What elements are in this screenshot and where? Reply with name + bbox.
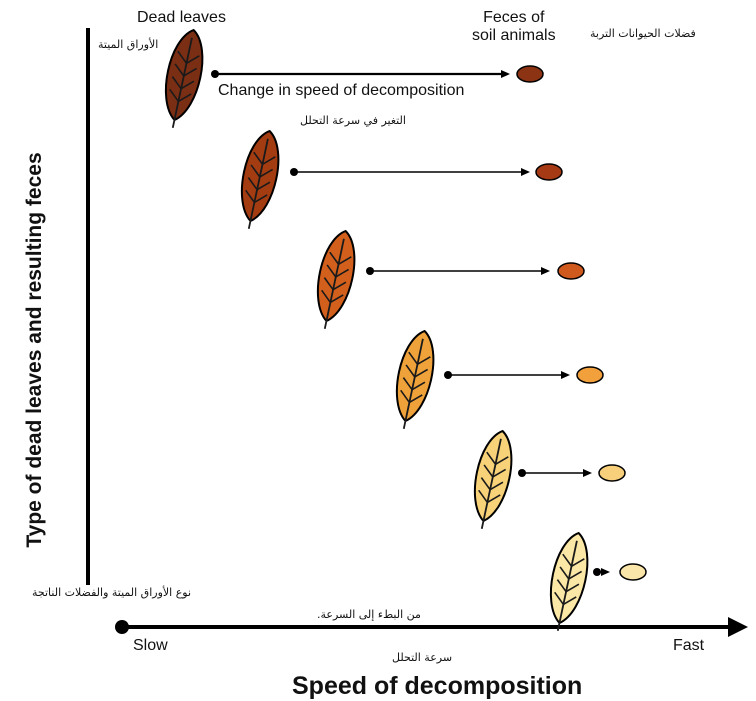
stage-1: [164, 28, 544, 129]
arrow-head: [601, 568, 610, 576]
stages-layer: [164, 28, 647, 632]
y-axis-title-arabic: نوع الأوراق الميتة والفضلات الناتجة: [32, 586, 192, 599]
leaf-icon: [473, 429, 513, 530]
change-label-arabic: التغير في سرعة التحلل: [300, 114, 406, 127]
feces-label-arabic: فضلات الحيوانات التربة: [590, 27, 696, 40]
arrow-head: [521, 168, 530, 176]
slow-to-fast-arabic: من البطء إلى السرعة.: [317, 608, 421, 621]
stage-2: [240, 129, 563, 230]
leaf-icon: [395, 329, 435, 430]
dead-leaves-label-arabic: الأوراق الميتة: [98, 38, 159, 51]
feces-pellet-icon: [576, 366, 604, 384]
feces-pellet-icon: [535, 163, 563, 181]
stage-6: [549, 531, 647, 632]
x-axis-arrowhead: [728, 617, 748, 637]
feces-label: Feces of soil animals: [472, 9, 556, 44]
leaf-icon: [549, 531, 589, 632]
x-axis-origin-dot: [115, 620, 129, 634]
slow-label: Slow: [133, 637, 168, 654]
leaf-icon: [316, 229, 356, 330]
leaf-icon: [164, 28, 204, 129]
stage-5: [473, 429, 626, 530]
arrow-head: [541, 267, 550, 275]
feces-pellet-icon: [557, 262, 585, 280]
y-axis-title: Type of dead leaves and resulting feces: [23, 152, 46, 548]
fast-label: Fast: [673, 637, 705, 654]
stage-4: [395, 329, 604, 430]
arrow-head: [501, 70, 510, 78]
leaf-icon: [240, 129, 280, 230]
x-axis-title: Speed of decomposition: [292, 672, 583, 700]
x-axis-title-arabic: سرعة التحلل: [392, 651, 453, 664]
dead-leaves-label: Dead leaves: [137, 9, 226, 26]
feces-pellet-icon: [516, 65, 544, 83]
arrow-head: [561, 371, 570, 379]
feces-pellet-icon: [619, 563, 647, 581]
arrow-head: [583, 469, 592, 477]
change-label: Change in speed of decomposition: [218, 82, 465, 99]
feces-pellet-icon: [598, 464, 626, 482]
stage-3: [316, 229, 585, 330]
